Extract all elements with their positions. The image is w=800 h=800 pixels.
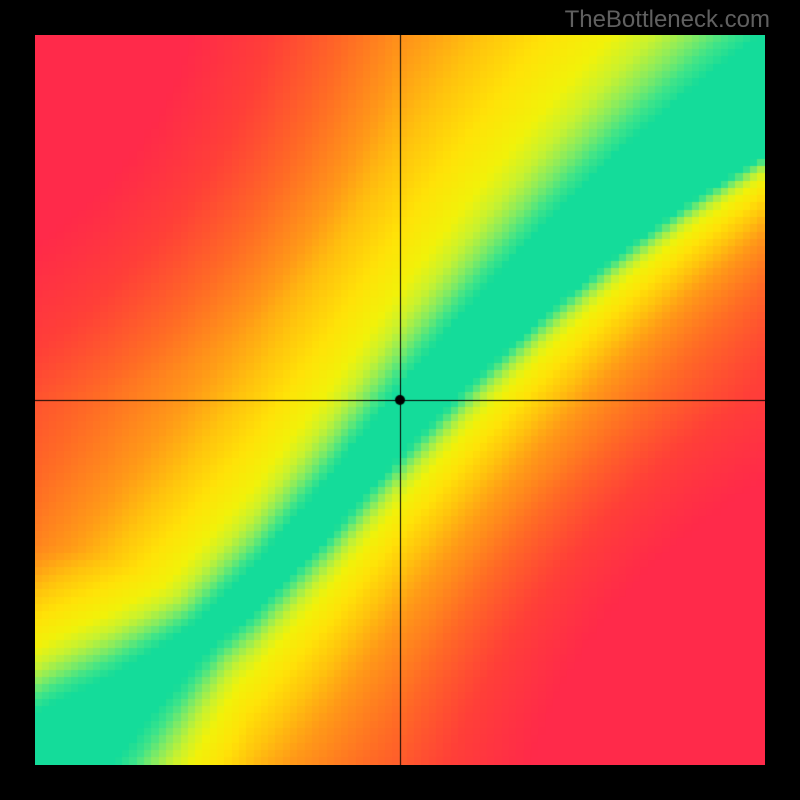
watermark-text: TheBottleneck.com — [565, 6, 770, 34]
chart-container: TheBottleneck.com — [0, 0, 800, 800]
bottleneck-heatmap — [35, 35, 765, 765]
